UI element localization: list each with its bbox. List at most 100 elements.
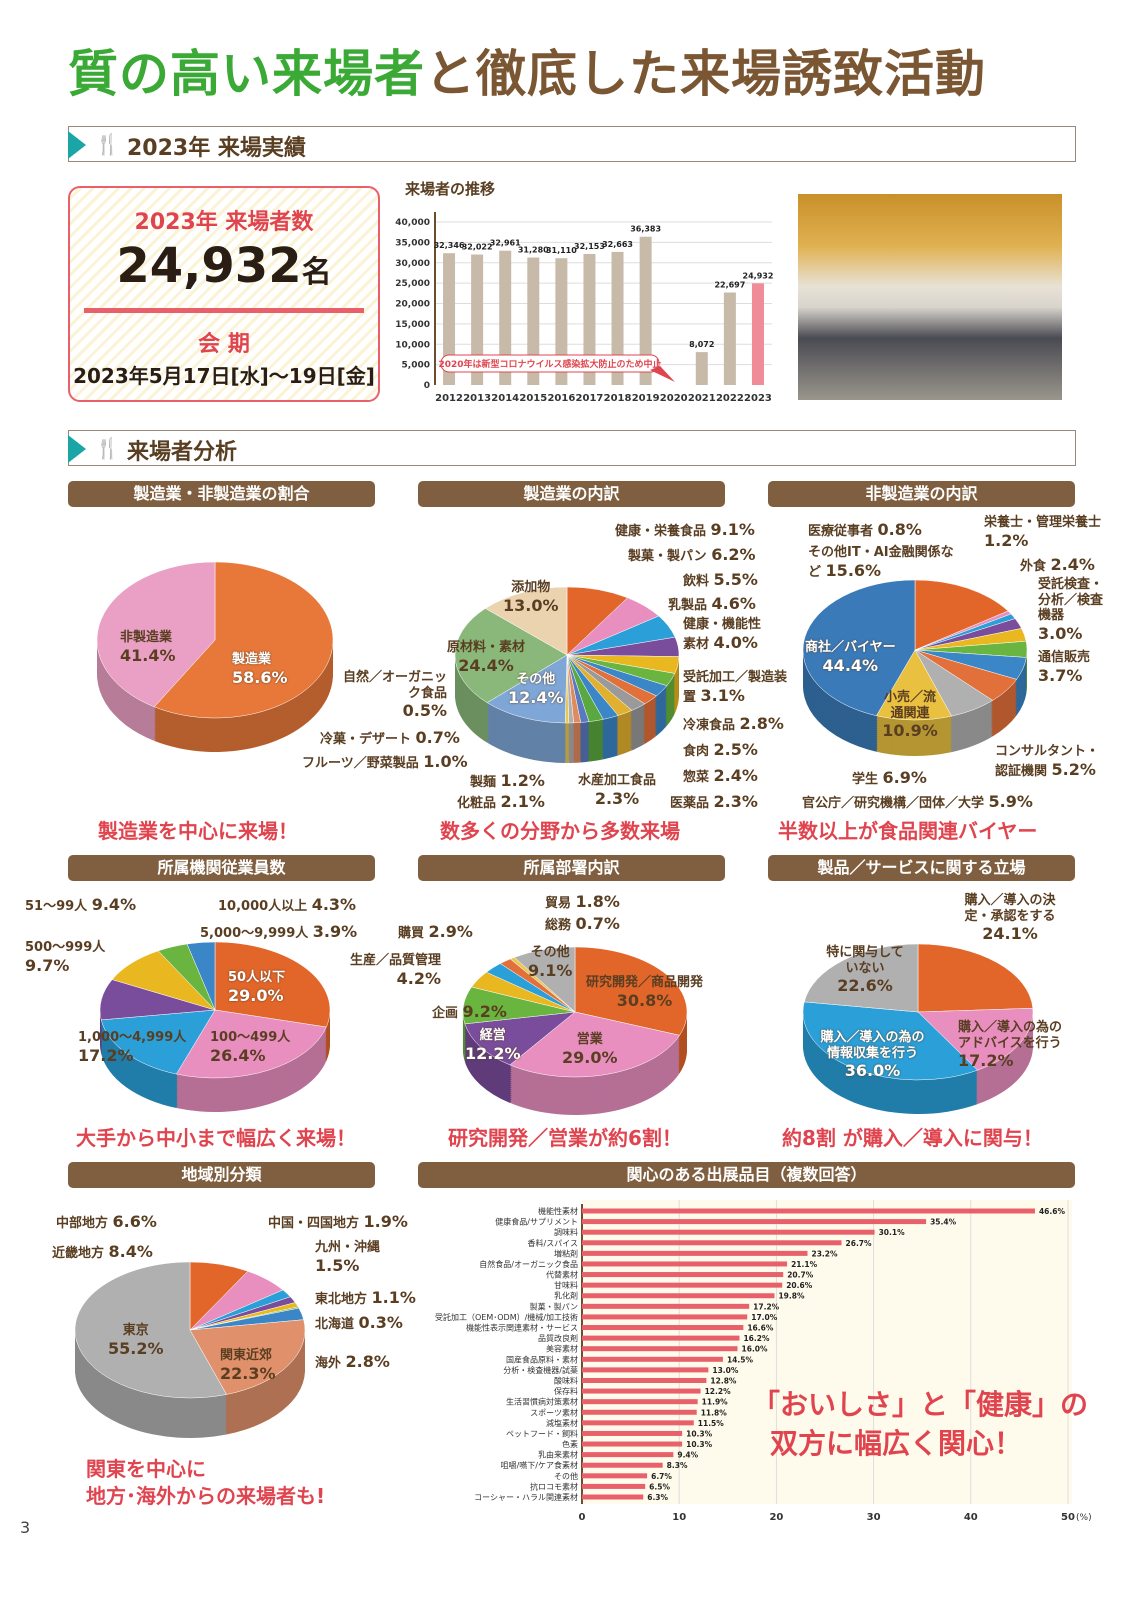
data-label: 11.9% [702, 1398, 729, 1407]
pie-label: 貿易 1.8% [545, 892, 620, 911]
subheader-position: 製品／サービスに関する立場 [768, 855, 1075, 881]
pie-label: 近畿地方 8.4% [52, 1242, 153, 1261]
category-label: スポーツ素材 [530, 1407, 578, 1417]
section-title: 2023年 来場実績 [127, 136, 306, 161]
bar [582, 1473, 648, 1479]
pie-label: 非製造業 41.4% [120, 630, 176, 665]
data-label: 6.3% [647, 1493, 668, 1502]
category-label: その他 [554, 1471, 578, 1481]
data-label: 31,110 [546, 246, 577, 255]
subheader-nonmfg-breakdown: 非製造業の内訳 [768, 481, 1075, 507]
category-label: 機能性素材 [538, 1206, 578, 1216]
bar [582, 1367, 709, 1373]
data-label: 19.8% [778, 1292, 805, 1301]
divider [84, 308, 364, 313]
tagline: 製造業を中心に来場！ [98, 819, 298, 843]
category-label: 分析・検査機器/試薬 [503, 1365, 578, 1375]
bar [582, 1208, 1035, 1214]
pie-slice [509, 1011, 680, 1078]
pie-slice [74, 1261, 227, 1399]
category-label: 機能性表示関連素材・サービス [466, 1323, 578, 1333]
annotation-bubble [440, 354, 660, 373]
x-tick-label: 0 [579, 1512, 586, 1523]
data-label: 11.8% [701, 1408, 728, 1417]
category-label: 代替素材 [546, 1270, 578, 1280]
data-label: 9.4% [677, 1451, 698, 1460]
x-tick-label: 2015 [519, 393, 547, 404]
pie-label: その他 9.1% [528, 945, 573, 980]
bar [582, 1272, 784, 1278]
section-header-results: 🍴 2023年 来場実績 [68, 126, 1076, 162]
page-number: 3 [20, 1518, 31, 1537]
pie-label: 医薬品 2.3% [670, 792, 758, 811]
data-label: 20.6% [786, 1281, 813, 1290]
pie-label: 100〜499人 26.4% [210, 1030, 291, 1065]
bar [582, 1420, 694, 1426]
pie-label: その他IT・AI金融関係など 15.6% [808, 545, 954, 580]
tagline: 関東を中心に [86, 1457, 206, 1481]
subheader-mfg-ratio: 製造業・非製造業の割合 [68, 481, 375, 507]
category-label: 乳由来素材 [538, 1450, 578, 1460]
tagline: 約8割 が購入／導入に関与！ [782, 1126, 1043, 1150]
pie-slice [917, 1008, 1034, 1071]
pie-label: 経営 12.2% [465, 1028, 521, 1063]
data-label: 24,932 [743, 271, 774, 280]
pie-label: 食肉 2.5% [683, 740, 758, 759]
pie-label: 冷菓・デザート 0.7% [320, 728, 460, 747]
data-label: 14.5% [727, 1355, 754, 1364]
x-tick-label: 50 [1061, 1512, 1075, 1523]
pie-label: 自然／オーガニック食品 0.5% [342, 670, 447, 721]
category-label: 国産食品原料・素材 [506, 1354, 578, 1364]
tagline: 半数以上が食品関連バイヤー [778, 819, 1038, 843]
pie-slice [484, 586, 568, 656]
section-header-analysis: 🍴 来場者分析 [68, 430, 1076, 466]
x-tick-label: 30 [867, 1512, 881, 1523]
pie-label: 50人以下 29.0% [228, 970, 286, 1005]
pie-label: 500〜999人 9.7% [25, 940, 106, 975]
bar [471, 254, 484, 385]
pie-label: 惣菜 2.4% [683, 766, 758, 785]
data-label: 20.7% [787, 1271, 814, 1280]
data-label: 10.3% [686, 1429, 713, 1438]
bar [582, 1441, 683, 1447]
category-label: 減塩素材 [546, 1418, 578, 1428]
data-label: 12.2% [705, 1387, 732, 1396]
pie-label: 営業 29.0% [562, 1032, 618, 1067]
bar [582, 1250, 808, 1256]
y-tick-label: 10,000 [395, 340, 430, 350]
data-label: 13.0% [712, 1366, 739, 1375]
title-brown: と徹底した来場誘致活動 [425, 45, 986, 103]
pie-slice [100, 1009, 216, 1075]
data-label: 8.3% [667, 1461, 688, 1470]
pie-label: 製麺 1.2% [470, 771, 545, 790]
pie-label: 10,000人以上 4.3% [218, 895, 357, 914]
pie-label: 通信販売 3.7% [1038, 650, 1091, 685]
data-label: 23.2% [812, 1249, 839, 1258]
pie-label: 小売／流通関連 10.9% [882, 690, 938, 741]
bar [582, 1325, 744, 1331]
pie-label: 医療従事者 0.8% [808, 520, 922, 539]
pie-slice [486, 654, 568, 724]
subheader-employees: 所属機関従業員数 [68, 855, 375, 881]
pie-label: 受託加工／製造装置 3.1% [683, 670, 788, 705]
bar [527, 257, 540, 385]
data-label: 35.4% [930, 1218, 957, 1227]
pie-label: 研究開発／商品開発 30.8% [586, 975, 704, 1010]
pie-slice [189, 1319, 306, 1395]
y-tick-label: 40,000 [395, 218, 430, 228]
pie-slice [914, 579, 1009, 651]
x-tick-label: 2021 [688, 393, 716, 404]
pie-label: 北海道 0.3% [315, 1313, 403, 1332]
bar [582, 1303, 750, 1309]
pie-label: 九州・沖縄 1.5% [315, 1240, 381, 1275]
bar [583, 253, 596, 385]
pie-label: 総務 0.7% [545, 914, 620, 933]
bar [582, 1282, 783, 1288]
x-tick-label: 20 [769, 1512, 783, 1523]
period-label: 会 期 [198, 332, 250, 357]
pie-slice [175, 1009, 327, 1079]
period-dates: 2023年5月17日[水]〜19日[金] [73, 364, 375, 388]
tagline: 双方に幅広く関心！ [770, 1427, 1023, 1460]
data-label: 31,280 [518, 246, 549, 255]
